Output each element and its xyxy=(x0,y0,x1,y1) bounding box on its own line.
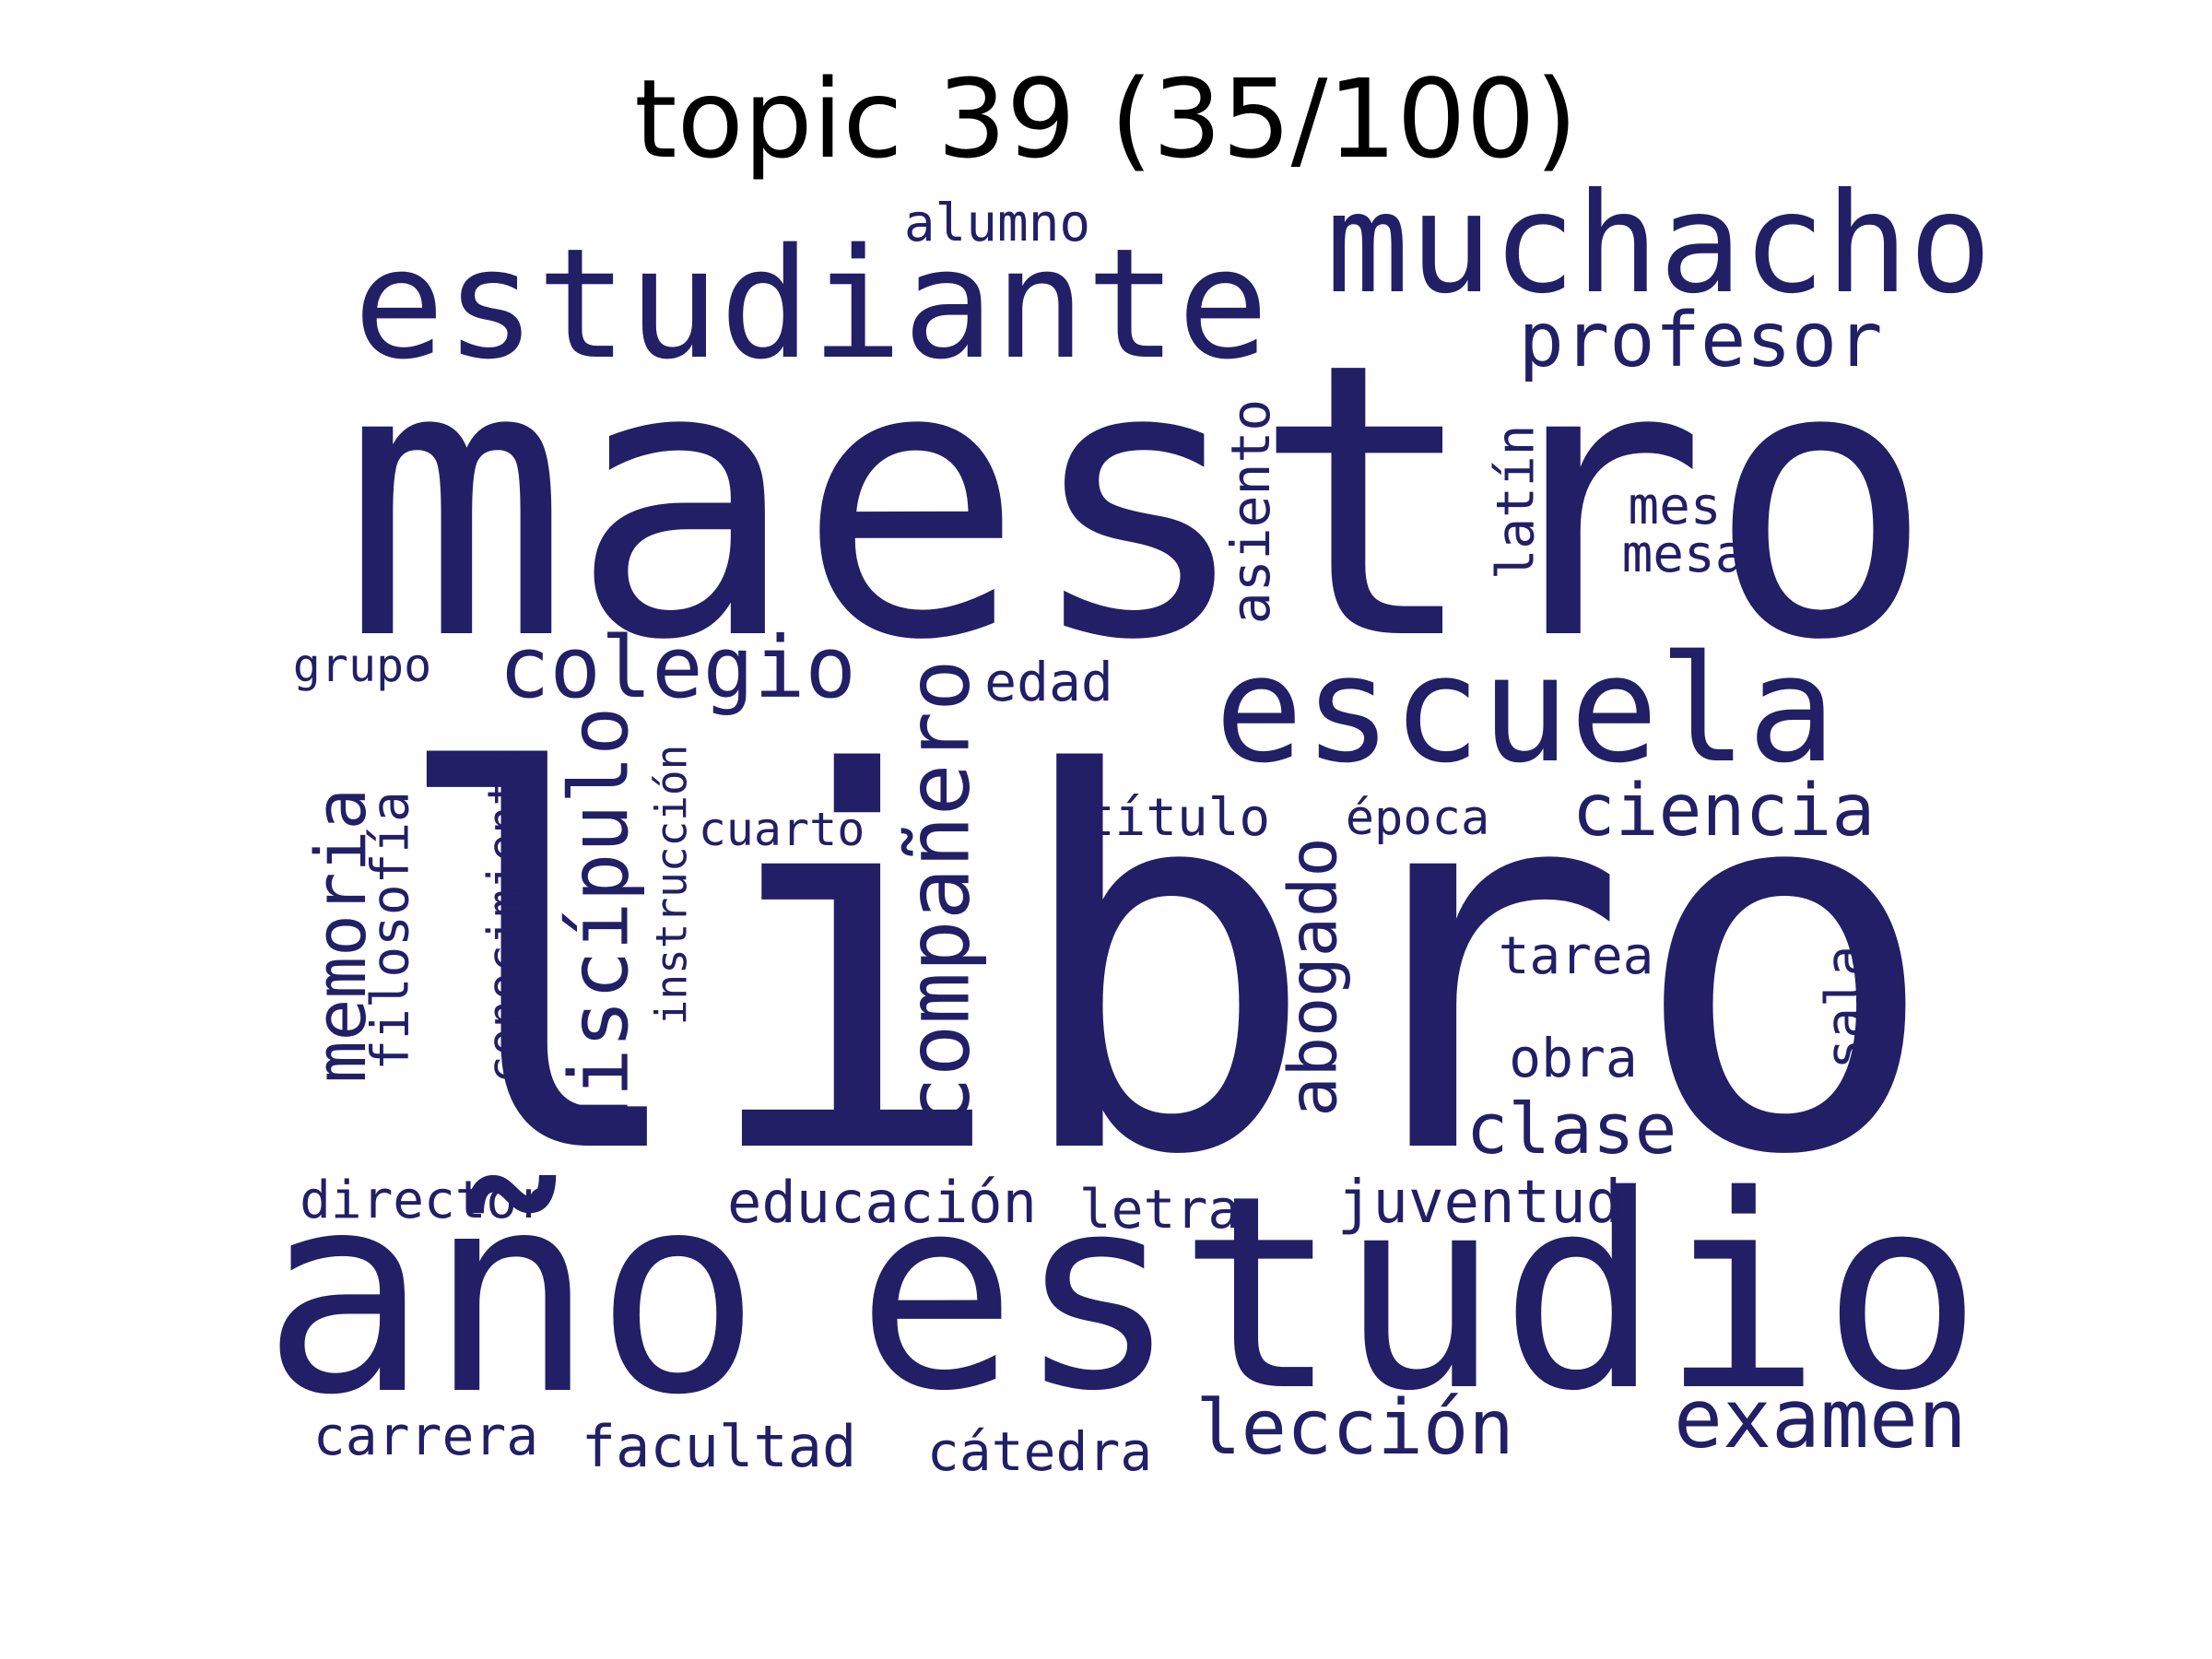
cloud-word: mesa xyxy=(1621,524,1747,584)
cloud-word: maestro xyxy=(342,282,1935,723)
cloud-word: estudiante xyxy=(353,215,1269,393)
cloud-word: colegio xyxy=(499,618,856,717)
cloud-word: instrucción xyxy=(645,744,696,1026)
cloud-word: clase xyxy=(1465,1088,1677,1170)
cloud-word: discípulo xyxy=(550,706,646,1147)
cloud-word: tarea xyxy=(1498,926,1654,986)
cloud-word: profesor xyxy=(1518,297,1883,384)
cloud-word: compañero xyxy=(889,659,990,1129)
cloud-word: educación xyxy=(727,1169,1037,1236)
cloud-word: director xyxy=(300,1171,548,1230)
cloud-word: título xyxy=(1083,788,1271,848)
cloud-word: facultad xyxy=(581,1413,857,1480)
cloud-word: cuarto xyxy=(698,803,865,856)
cloud-word: ciencia xyxy=(1571,770,1876,853)
cloud-word: estudio xyxy=(855,1139,1983,1450)
cloud-word: letra xyxy=(1078,1178,1241,1241)
cloud-word: obra xyxy=(1509,1027,1638,1089)
cloud-word: edad xyxy=(984,651,1113,713)
cloud-word: lección xyxy=(1195,1384,1514,1472)
cloud-word: grupo xyxy=(292,639,432,692)
cloud-word: carrera xyxy=(312,1405,539,1467)
cloud-word: escuela xyxy=(1214,623,1837,795)
cloud-word: abogado xyxy=(1275,837,1352,1117)
cloud-word: cátedra xyxy=(926,1420,1153,1483)
cloud-word: año xyxy=(262,1134,761,1455)
cloud-word: sala xyxy=(1814,945,1875,1070)
cloud-word: filosofía xyxy=(361,791,421,1071)
cloud-word: asiento xyxy=(1219,398,1282,625)
cloud-word: latín xyxy=(1485,424,1546,581)
cloud-word: libro xyxy=(386,667,1940,1268)
cloud-word: alumno xyxy=(903,194,1091,253)
cloud-word: mes xyxy=(1628,477,1722,536)
cloud-word: juventud xyxy=(1336,1169,1622,1237)
cloud-word: examen xyxy=(1674,1371,1967,1466)
wordcloud-title: topic 39 (35/100) xyxy=(634,55,1578,182)
cloud-word: conocimiento xyxy=(477,750,532,1084)
cloud-word: época xyxy=(1345,791,1490,846)
cloud-word: muchacho xyxy=(1325,164,1993,324)
